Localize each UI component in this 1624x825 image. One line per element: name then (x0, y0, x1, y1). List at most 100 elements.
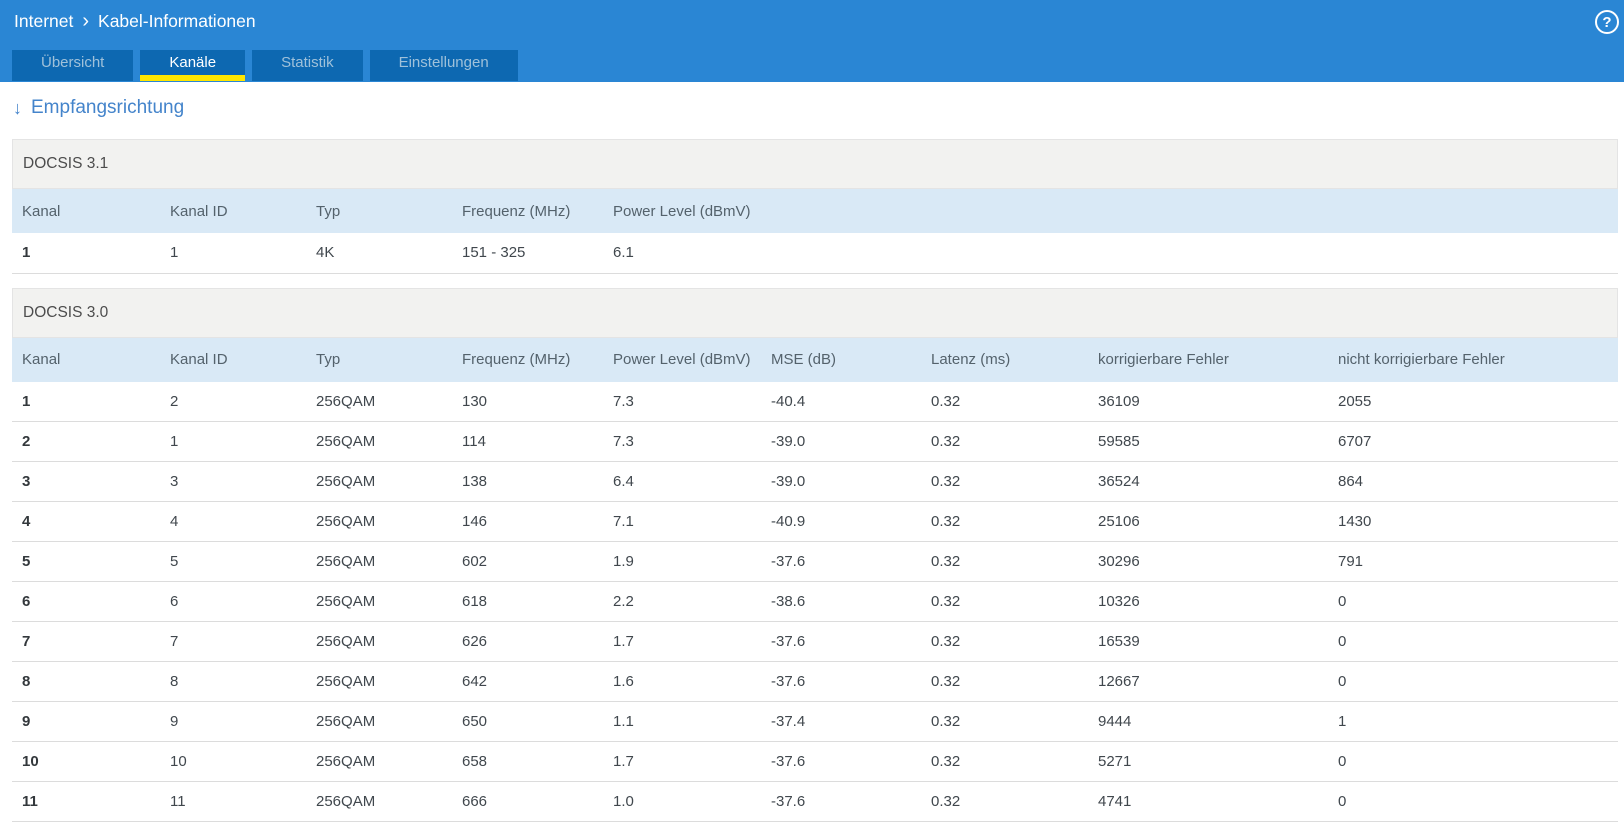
table-cell: 0 (1328, 661, 1618, 702)
table-row: 3 3 256QAM 138 6.4 -39.0 0.32 36524 864 (12, 461, 1618, 502)
table-row: 9 9 256QAM 650 1.1 -37.4 0.32 9444 1 (12, 701, 1618, 742)
tab-statistik[interactable]: Statistik (252, 50, 363, 81)
table-cell: -40.9 (761, 501, 921, 542)
table-cell: 36524 (1088, 461, 1328, 502)
table-row: 8 8 256QAM 642 1.6 -37.6 0.32 12667 0 (12, 661, 1618, 702)
header-cell (761, 189, 921, 233)
breadcrumb-internet[interactable]: Internet (14, 11, 74, 31)
table-cell: 8 (12, 661, 160, 702)
table-cell: 1430 (1328, 501, 1618, 542)
table-cell: 256QAM (306, 461, 452, 502)
table-cell: 0 (1328, 621, 1618, 662)
channel-table: Kanal Kanal ID Typ Frequenz (MHz) Power Leve… (12, 337, 1618, 822)
table-cell: 1.7 (603, 741, 761, 782)
breadcrumb-current-page: Kabel-Informationen (98, 11, 256, 31)
header-cell: Frequenz (MHz) (452, 189, 603, 233)
table-cell: 2 (160, 381, 306, 422)
table-cell: 4 (12, 501, 160, 542)
header-row: Kanal Kanal ID Typ Frequenz (MHz) Power Leve… (12, 337, 1618, 382)
table-cell: 6 (160, 581, 306, 622)
table-cell: 0.32 (921, 541, 1088, 582)
table-cell: 151 - 325 (452, 233, 603, 274)
table-row: 4 4 256QAM 146 7.1 -40.9 0.32 25106 1430 (12, 501, 1618, 542)
table-cell: 0 (1328, 781, 1618, 822)
table-row: 6 6 256QAM 618 2.2 -38.6 0.32 10326 0 (12, 581, 1618, 622)
table-cell: 256QAM (306, 501, 452, 542)
breadcrumb: Internet › Kabel-Informationen (0, 0, 1624, 32)
table-cell: 6 (12, 581, 160, 622)
tab-kan-le[interactable]: Kanäle (140, 50, 246, 81)
section-title: DOCSIS 3.0 (12, 287, 1618, 338)
table-cell: 0.32 (921, 421, 1088, 462)
table-row: 1 1 4K 151 - 325 6.1 (12, 233, 1618, 274)
table-cell: 0 (1328, 741, 1618, 782)
header-cell: Power Level (dBmV) (603, 189, 761, 233)
table-cell: -37.6 (761, 621, 921, 662)
table-cell: 6.1 (603, 233, 761, 274)
table-row: 2 1 256QAM 114 7.3 -39.0 0.32 59585 6707 (12, 421, 1618, 462)
header-cell (1328, 189, 1618, 233)
table-cell: 11 (160, 781, 306, 822)
docsis-section-docsis-3.0: DOCSIS 3.0 Kanal Kanal ID Typ Frequenz (MHz)… (12, 287, 1618, 822)
table-cell (761, 233, 921, 274)
table-cell: 146 (452, 501, 603, 542)
table-row: 1 2 256QAM 130 7.3 -40.4 0.32 36109 2055 (12, 381, 1618, 422)
table-cell: 256QAM (306, 701, 452, 742)
table-cell (1328, 233, 1618, 274)
table-cell: 4 (160, 501, 306, 542)
table-cell: 10 (12, 741, 160, 782)
table-cell: 1 (160, 233, 306, 274)
top-header: Internet › Kabel-Informationen Übersicht… (0, 0, 1624, 82)
table-cell: 791 (1328, 541, 1618, 582)
table-cell: 2.2 (603, 581, 761, 622)
table-cell: 618 (452, 581, 603, 622)
tab--bersicht[interactable]: Übersicht (12, 50, 134, 81)
header-cell: Kanal (12, 337, 160, 382)
table-cell: 3 (12, 461, 160, 502)
table-cell: 7.3 (603, 421, 761, 462)
table-cell: 2 (12, 421, 160, 462)
table-cell: 6707 (1328, 421, 1618, 462)
table-cell: 1.0 (603, 781, 761, 822)
table-cell: 0.32 (921, 661, 1088, 702)
table-cell: 1.1 (603, 701, 761, 742)
help-icon[interactable]: ? (1595, 10, 1619, 34)
table-row: 10 10 256QAM 658 1.7 -37.6 0.32 5271 0 (12, 741, 1618, 782)
table-cell: 650 (452, 701, 603, 742)
table-cell: 9 (160, 701, 306, 742)
table-cell: 0.32 (921, 381, 1088, 422)
table-row: 5 5 256QAM 602 1.9 -37.6 0.32 30296 791 (12, 541, 1618, 582)
table-cell: 11 (12, 781, 160, 822)
table-cell: -37.4 (761, 701, 921, 742)
table-cell: -39.0 (761, 461, 921, 502)
table-cell: 1 (160, 421, 306, 462)
table-cell: 10326 (1088, 581, 1328, 622)
table-cell: 9444 (1088, 701, 1328, 742)
table-cell: 2055 (1328, 381, 1618, 422)
table-cell: 1 (12, 233, 160, 274)
header-cell (921, 189, 1088, 233)
table-cell: 4K (306, 233, 452, 274)
channel-table: Kanal Kanal ID Typ Frequenz (MHz) Power Leve… (12, 189, 1618, 274)
header-cell: Kanal ID (160, 337, 306, 382)
header-cell: Typ (306, 337, 452, 382)
table-cell: 4741 (1088, 781, 1328, 822)
table-cell: 16539 (1088, 621, 1328, 662)
tab-einstellungen[interactable]: Einstellungen (369, 50, 518, 81)
table-cell: 8 (160, 661, 306, 702)
docsis-section-docsis-3.1: DOCSIS 3.1 Kanal Kanal ID Typ Frequenz (MHz)… (12, 139, 1618, 274)
header-cell: MSE (dB) (761, 337, 921, 382)
main-content: ↓ Empfangsrichtung DOCSIS 3.1 Kanal Kanal … (0, 97, 1624, 822)
table-cell: 626 (452, 621, 603, 662)
table-cell: 0.32 (921, 621, 1088, 662)
table-cell: 25106 (1088, 501, 1328, 542)
table-row: 7 7 256QAM 626 1.7 -37.6 0.32 16539 0 (12, 621, 1618, 662)
table-cell: -37.6 (761, 661, 921, 702)
header-cell: Kanal ID (160, 189, 306, 233)
section-title: DOCSIS 3.1 (12, 139, 1618, 189)
receive-direction-heading[interactable]: ↓ Empfangsrichtung (13, 97, 1618, 119)
table-cell: 6.4 (603, 461, 761, 502)
table-cell: 3 (160, 461, 306, 502)
header-cell: korrigierbare Fehler (1088, 337, 1328, 382)
table-cell: 256QAM (306, 581, 452, 622)
